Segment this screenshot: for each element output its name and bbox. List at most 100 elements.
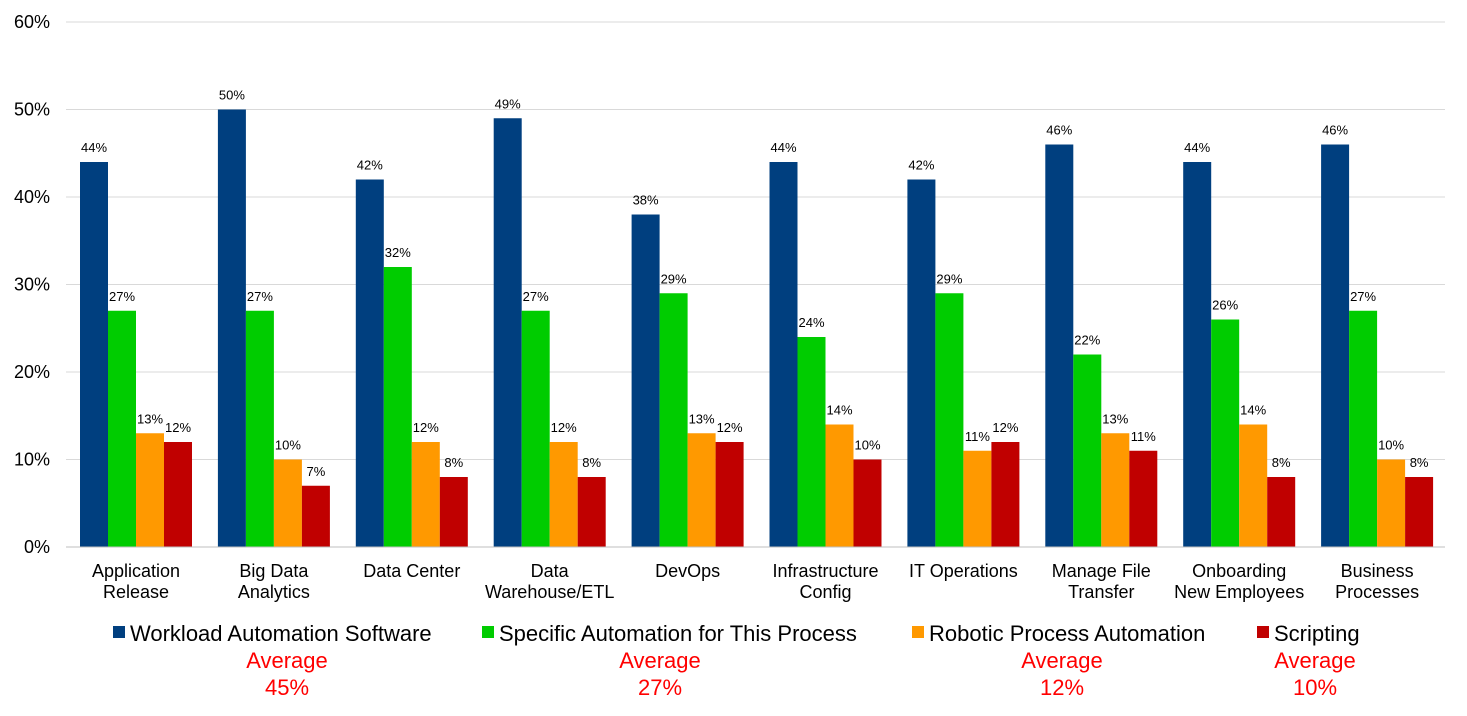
bar	[217, 109, 246, 547]
data-label: 49%	[495, 96, 521, 111]
y-tick-label: 0%	[24, 537, 50, 557]
bar	[1267, 477, 1296, 547]
y-tick-label: 50%	[14, 100, 50, 120]
bar	[1211, 319, 1240, 547]
bar	[80, 162, 108, 547]
data-label: 13%	[689, 411, 715, 426]
bar	[797, 337, 826, 547]
bar	[164, 442, 192, 547]
data-label: 24%	[798, 315, 824, 330]
bar	[631, 214, 660, 547]
bar	[245, 310, 274, 547]
bar	[769, 162, 798, 547]
bar	[991, 442, 1020, 547]
bar	[825, 424, 854, 547]
data-label: 27%	[247, 289, 273, 304]
x-tick-label: Release	[103, 582, 169, 602]
average-value: 12%	[1040, 675, 1084, 700]
bar	[108, 310, 136, 547]
legend-label: Specific Automation for This Process	[499, 621, 857, 646]
data-label: 11%	[965, 429, 990, 444]
data-label: 50%	[219, 88, 245, 103]
y-tick-label: 60%	[14, 12, 50, 32]
y-axis: 0% 10% 20% 30% 40% 50% 60%	[14, 12, 50, 557]
data-label: 12%	[551, 420, 577, 435]
average-label: Average	[246, 648, 328, 673]
bar	[1405, 477, 1434, 547]
bar	[659, 293, 688, 547]
bar	[1349, 310, 1378, 547]
y-tick-label: 30%	[14, 275, 50, 295]
data-label: 27%	[1350, 289, 1376, 304]
data-labels: 44%27%13%12%50%27%10%7%42%32%12%8%49%27%…	[81, 88, 1429, 479]
bar	[136, 433, 164, 547]
y-tick-label: 10%	[14, 450, 50, 470]
data-label: 38%	[633, 193, 659, 208]
data-label: 10%	[275, 438, 301, 453]
data-label: 7%	[307, 464, 326, 479]
x-tick-label: Business	[1341, 561, 1414, 581]
data-label: 8%	[444, 455, 463, 470]
data-label: 27%	[109, 289, 135, 304]
bar	[1239, 424, 1268, 547]
legend-label: Scripting	[1274, 621, 1360, 646]
x-tick-label: Onboarding	[1192, 561, 1286, 581]
data-label: 12%	[717, 420, 743, 435]
legend-swatch	[113, 626, 125, 638]
average-value: 45%	[265, 675, 309, 700]
bar	[687, 433, 716, 547]
bar	[521, 310, 550, 547]
data-label: 42%	[357, 158, 383, 173]
bar	[1321, 144, 1350, 547]
bar	[439, 477, 468, 547]
bar	[715, 442, 744, 547]
data-label: 13%	[137, 411, 163, 426]
data-label: 10%	[854, 438, 880, 453]
legend-swatch	[912, 626, 924, 638]
data-label: 44%	[1184, 140, 1210, 155]
data-label: 26%	[1212, 298, 1238, 313]
data-label: 13%	[1102, 411, 1128, 426]
data-label: 32%	[385, 245, 411, 260]
data-label: 27%	[523, 289, 549, 304]
legend-label: Workload Automation Software	[130, 621, 432, 646]
data-label: 11%	[1131, 429, 1156, 444]
data-label: 29%	[661, 271, 687, 286]
x-tick-label: IT Operations	[909, 561, 1018, 581]
data-label: 46%	[1046, 123, 1072, 138]
data-label: 10%	[1378, 438, 1404, 453]
x-tick-label: Big Data	[239, 561, 309, 581]
data-label: 42%	[908, 158, 934, 173]
bar	[301, 485, 330, 547]
bar	[1183, 162, 1212, 547]
bar	[273, 459, 302, 547]
data-label: 44%	[81, 140, 107, 155]
bar	[355, 179, 384, 547]
bar	[1073, 354, 1102, 547]
average-value: 10%	[1293, 675, 1337, 700]
bar	[935, 293, 964, 547]
y-tick-label: 40%	[14, 187, 50, 207]
x-tick-label: Infrastructure	[772, 561, 878, 581]
bar	[577, 477, 606, 547]
x-tick-label: New Employees	[1174, 582, 1304, 602]
legend-swatch	[1257, 626, 1269, 638]
average-label: Average	[1021, 648, 1103, 673]
y-tick-label: 20%	[14, 362, 50, 382]
data-label: 22%	[1074, 333, 1100, 348]
bar	[1045, 144, 1074, 547]
x-tick-label: Config	[799, 582, 851, 602]
x-tick-label: Data Center	[363, 561, 460, 581]
bar	[853, 459, 882, 547]
x-tick-label: Manage File	[1052, 561, 1151, 581]
x-tick-label: DevOps	[655, 561, 720, 581]
x-tick-label: Data	[531, 561, 570, 581]
legend-label: Robotic Process Automation	[929, 621, 1205, 646]
legend: Workload Automation SoftwareAverage45%Sp…	[113, 621, 1360, 700]
average-value: 27%	[638, 675, 682, 700]
x-tick-label: Warehouse/ETL	[485, 582, 614, 602]
data-label: 8%	[1410, 455, 1429, 470]
bar	[1377, 459, 1406, 547]
bar	[411, 442, 440, 547]
